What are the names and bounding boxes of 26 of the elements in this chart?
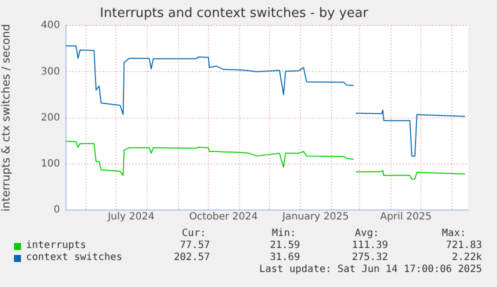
y-tick-label: 0 xyxy=(54,204,60,216)
text: 21.59 xyxy=(270,240,300,251)
text: Last update: Sat Jun 14 17:00:06 2025 xyxy=(259,264,482,275)
chart-title: Interrupts and context switches - by year xyxy=(100,6,369,22)
text: 202.57 xyxy=(174,252,210,263)
y-tick-label: 200 xyxy=(40,112,60,124)
y-axis-title: interrupts & ctx switches / second xyxy=(0,24,12,212)
text: 77.57 xyxy=(180,240,210,251)
legend-label: interrupts xyxy=(26,240,86,251)
text: 31.69 xyxy=(270,252,300,263)
legend-label: context switches xyxy=(26,252,122,263)
y-tick-label: 400 xyxy=(40,20,60,32)
text: 111.39 xyxy=(352,240,388,251)
text: Cur: xyxy=(182,228,206,239)
y-tick-label: 300 xyxy=(40,66,60,78)
x-tick-label: January 2025 xyxy=(281,212,349,223)
x-tick-label: July 2024 xyxy=(106,212,154,223)
y-tick-label: 100 xyxy=(40,158,60,170)
text: Max: xyxy=(442,228,466,239)
x-tick-label: April 2025 xyxy=(380,212,432,223)
text: Avg: xyxy=(354,228,379,239)
text: 275.32 xyxy=(352,252,388,263)
x-tick-label: October 2024 xyxy=(189,212,258,223)
text: 2.22k xyxy=(452,252,482,263)
text: Min: xyxy=(272,228,296,239)
text: 721.83 xyxy=(446,240,482,251)
